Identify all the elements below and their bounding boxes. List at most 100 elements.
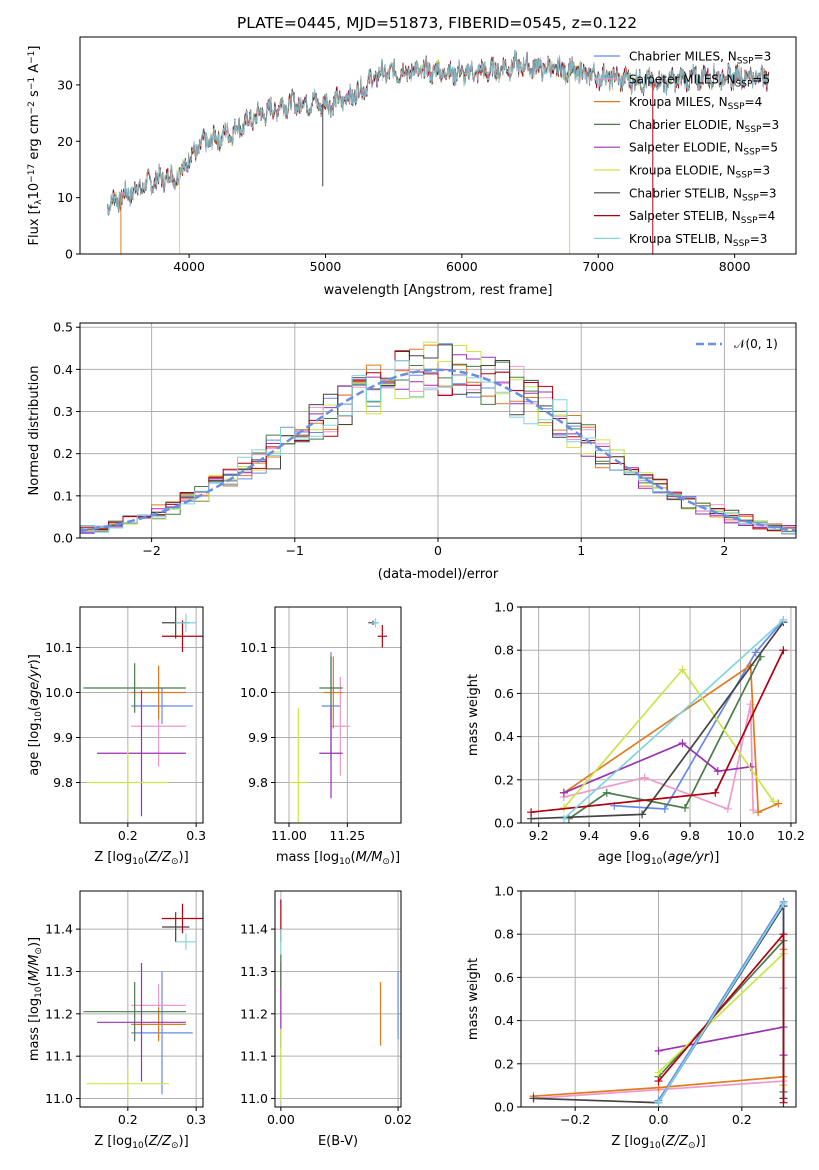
y-tick-label: 0.5 — [53, 320, 73, 335]
weight-marker — [654, 1046, 663, 1055]
y-axis-label: Flux [fλ10−17 erg cm−2 s−1 A−1] — [27, 46, 44, 246]
weight-marker — [779, 899, 788, 908]
weight-line-kroupa_miles — [563, 663, 779, 814]
legend-label: Kroupa ELODIE, NSSP=3 — [629, 164, 770, 181]
x-tick-label: 9.4 — [579, 828, 599, 843]
weight-line-kroupa_elodie — [657, 951, 785, 1086]
weight-marker — [640, 773, 649, 782]
x-tick-label: 8000 — [719, 259, 751, 274]
weight-line-kroupa_stelib — [563, 619, 784, 820]
weight-lines — [527, 615, 788, 823]
y-tick-label: 0.4 — [494, 729, 514, 744]
gaussian-curve — [80, 368, 796, 532]
x-tick-label: 10.0 — [727, 828, 755, 843]
spectrum-lines — [106, 49, 769, 254]
weight-marker — [751, 648, 760, 657]
y-tick-label: 11.4 — [240, 922, 268, 937]
x-tick-label: 0.2 — [118, 828, 138, 843]
x-axis-label: Z [log10(Z/Z⊙)] — [94, 1134, 188, 1151]
histogram-kroupa_stelib — [80, 360, 796, 534]
figure-title: PLATE=0445, MJD=51873, FIBERID=0545, z=0… — [237, 14, 637, 32]
y-tick-label: 1.0 — [494, 600, 514, 615]
x-axis-label: Z [log10(Z/Z⊙)] — [611, 1134, 705, 1151]
axes-frame — [520, 606, 797, 824]
weight-marker — [678, 739, 687, 748]
y-tick-label: 20 — [57, 134, 73, 149]
weight-line-salpeter_stelib — [657, 931, 785, 1103]
y-tick-label: 10 — [57, 190, 73, 205]
legend-label: Salpeter MILES, NSSP=5 — [629, 72, 770, 89]
x-tick-label: −1 — [286, 543, 304, 558]
x-tick-label: 9.6 — [630, 828, 650, 843]
weight-line-salpeter_elodie — [563, 742, 751, 794]
weight-marker — [713, 767, 722, 776]
y-tick-label: 0.0 — [53, 531, 73, 546]
axes-frame — [79, 36, 797, 255]
weight-line-chabrier_miles — [614, 619, 785, 810]
y-tick-label: 11.0 — [45, 1091, 73, 1106]
legend-label: Kroupa MILES, NSSP=4 — [629, 95, 762, 112]
y-tick-label: 0.6 — [494, 970, 514, 985]
legend-label: Chabrier ELODIE, NSSP=3 — [629, 118, 779, 135]
legend-label: Chabrier MILES, NSSP=3 — [629, 50, 771, 67]
x-tick-label: 0.00 — [267, 1112, 295, 1127]
weight-marker — [602, 788, 611, 797]
mass-vs-z-panel: 0.2 0.3 11.0 11.1 11.2 11.3 11.4 Z [log10(Z/Z⊙)… — [27, 890, 206, 1151]
weight-marker — [654, 1098, 663, 1107]
y-tick-label: 11.4 — [45, 922, 73, 937]
axes-frame — [274, 606, 402, 824]
weight-marker — [779, 1098, 788, 1107]
y-axis-label: age [log10(age/yr)] — [27, 654, 44, 776]
axes-frame — [520, 890, 797, 1108]
x-axis-label: Z [log10(Z/Z⊙)] — [94, 850, 188, 867]
y-tick-label: 0.0 — [494, 1100, 514, 1115]
weight-marker — [527, 808, 536, 817]
x-tick-label: 0.02 — [384, 1112, 412, 1127]
weight-marker — [638, 810, 647, 819]
y-tick-label: 10.1 — [240, 640, 268, 655]
weight-marker — [749, 806, 758, 815]
weight-marker — [723, 804, 732, 813]
x-axis-label: wavelength [Angstrom, rest frame] — [324, 283, 553, 298]
mass-weight-vs-age-panel: 9.2 9.4 9.6 9.8 10.0 10.2 0.0 0.2 0.4 0.6 0.8 1.0 ag… — [466, 600, 805, 868]
spectrum-legend: Chabrier MILES, NSSP=3 Salpeter MILES, NS… — [594, 50, 779, 249]
y-tick-label: 11.2 — [240, 1006, 268, 1021]
x-tick-label: 0.2 — [732, 1112, 752, 1127]
y-tick-label: 11.1 — [240, 1049, 268, 1064]
y-tick-label: 0 — [65, 247, 73, 262]
y-tick-label: 11.2 — [45, 1006, 73, 1021]
x-tick-label: 11.25 — [329, 828, 365, 843]
axes-frame — [274, 890, 402, 1108]
weight-marker — [754, 808, 763, 817]
weight-marker — [779, 615, 788, 624]
y-tick-label: 11.3 — [45, 964, 73, 979]
y-axis-label: mass [log10(M/M⊙)] — [27, 937, 44, 1061]
y-tick-label: 0.8 — [494, 927, 514, 942]
x-tick-label: −2 — [142, 543, 160, 558]
x-tick-label: 9.2 — [529, 828, 549, 843]
error-bars — [289, 618, 387, 823]
x-tick-label: 7000 — [582, 259, 614, 274]
axes-frame — [79, 606, 204, 824]
legend-label: Salpeter STELIB, NSSP=4 — [629, 209, 775, 226]
x-tick-label: 6000 — [446, 259, 478, 274]
y-tick-label: 11.0 — [240, 1091, 268, 1106]
weight-marker — [559, 814, 568, 823]
y-tick-label: 0.0 — [494, 816, 514, 831]
legend-label: 𝒩(0, 1) — [734, 337, 778, 351]
y-tick-label: 9.9 — [248, 730, 268, 745]
weight-marker — [680, 803, 689, 812]
x-tick-label: 5000 — [310, 259, 342, 274]
x-tick-label: 0.2 — [118, 1112, 138, 1127]
y-tick-label: 0.2 — [53, 446, 73, 461]
y-tick-label: 0.1 — [53, 488, 73, 503]
x-tick-label: 0.0 — [649, 1112, 669, 1127]
weight-line-kroupa_stelib — [657, 903, 785, 1104]
histograms — [80, 341, 796, 535]
error-bars — [83, 903, 203, 1099]
x-tick-label: −0.2 — [560, 1112, 590, 1127]
spectrum-line-kroupa_stelib — [106, 50, 769, 215]
y-tick-label: 11.1 — [45, 1049, 73, 1064]
y-tick-label: 0.6 — [494, 686, 514, 701]
